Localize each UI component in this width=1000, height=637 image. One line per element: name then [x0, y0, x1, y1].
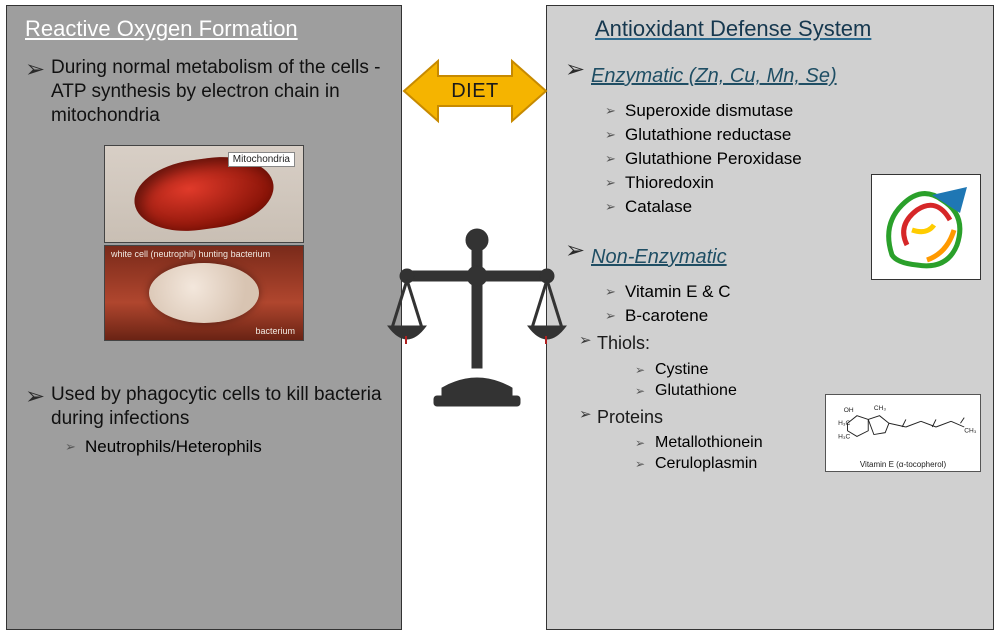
- left-bullet-1-text: During normal metabolism of the cells -A…: [51, 56, 383, 127]
- chevron-icon: ➢: [605, 308, 625, 324]
- chevron-icon: ➢: [635, 363, 655, 377]
- antioxidant-defense-panel: Antioxidant Defense System ➢ Enzymatic (…: [546, 5, 994, 630]
- chem-caption: Vitamin E (α-tocopherol): [826, 460, 980, 469]
- right-panel-title: Antioxidant Defense System: [595, 16, 975, 42]
- diet-label: DIET: [451, 80, 499, 103]
- enzymatic-item: ➢Superoxide dismutase: [605, 101, 975, 121]
- chemical-structure-icon: OH H₃C H₃C CH₃ CH₃: [826, 395, 982, 459]
- chevron-icon: ➢: [605, 199, 625, 215]
- left-bullet-2-text: Used by phagocytic cells to kill bacteri…: [51, 383, 383, 431]
- diet-double-arrow: DIET: [402, 56, 548, 126]
- enzymatic-item-text: Glutathione Peroxidase: [625, 149, 802, 169]
- thiols-heading-row: ➢ Thiols:: [579, 332, 975, 355]
- chevron-icon: ➢: [605, 175, 625, 191]
- left-sub-bullet-1-text: Neutrophils/Heterophils: [85, 437, 262, 457]
- enzymatic-item-text: Catalase: [625, 197, 692, 217]
- thiols-item-text: Glutathione: [655, 382, 737, 400]
- nonenz-item: ➢B-carotene: [605, 306, 975, 326]
- enzymatic-item: ➢Glutathione reductase: [605, 125, 975, 145]
- balance-scale-icon: [382, 218, 572, 418]
- left-bullet-2: ➢ Used by phagocytic cells to kill bacte…: [25, 383, 383, 431]
- chevron-icon: ➢: [25, 385, 51, 409]
- protein-structure-image: [871, 174, 981, 280]
- enzymatic-heading: Enzymatic (Zn, Cu, Mn, Se): [591, 64, 837, 89]
- thiols-item-text: Cystine: [655, 361, 708, 379]
- left-sub-bullet-1: ➢ Neutrophils/Heterophils: [65, 437, 383, 457]
- chevron-icon: ➢: [579, 406, 597, 425]
- chevron-icon: ➢: [635, 384, 655, 398]
- enzymatic-item-text: Glutathione reductase: [625, 125, 791, 145]
- enzymatic-item-text: Thioredoxin: [625, 173, 714, 193]
- chevron-icon: ➢: [25, 58, 51, 82]
- left-bullet-1: ➢ During normal metabolism of the cells …: [25, 56, 383, 127]
- proteins-item-text: Ceruloplasmin: [655, 455, 757, 473]
- chevron-icon: ➢: [605, 151, 625, 167]
- nonenz-item-text: Vitamin E & C: [625, 282, 731, 302]
- chevron-icon: ➢: [605, 284, 625, 300]
- svg-text:H₃C: H₃C: [838, 420, 850, 427]
- bacterium-label: bacterium: [255, 326, 295, 336]
- nonenz-item: ➢Vitamin E & C: [605, 282, 975, 302]
- left-panel-title: Reactive Oxygen Formation: [25, 16, 383, 42]
- chevron-icon: ➢: [635, 436, 655, 450]
- enzymatic-item-text: Superoxide dismutase: [625, 101, 793, 121]
- vitamin-e-structure-image: OH H₃C H₃C CH₃ CH₃ Vitamin E (α-tocopher…: [825, 394, 981, 472]
- thiols-item: ➢Cystine: [635, 361, 975, 379]
- chevron-icon: ➢: [605, 103, 625, 119]
- mitochondria-image: Mitochondria: [104, 145, 304, 243]
- balance-scale: [382, 218, 572, 418]
- neutrophil-label: white cell (neutrophil) hunting bacteriu…: [111, 249, 270, 259]
- chevron-icon: ➢: [635, 457, 655, 471]
- svg-text:CH₃: CH₃: [874, 405, 887, 412]
- enzymatic-item: ➢Glutathione Peroxidase: [605, 149, 975, 169]
- nonenzymatic-heading: Non-Enzymatic: [591, 245, 727, 270]
- proteins-heading: Proteins: [597, 406, 663, 429]
- svg-text:OH: OH: [844, 407, 854, 414]
- mitochondria-label: Mitochondria: [228, 152, 295, 167]
- chevron-icon: ➢: [65, 439, 85, 455]
- proteins-item-text: Metallothionein: [655, 434, 763, 452]
- thiols-heading: Thiols:: [597, 332, 650, 355]
- reactive-oxygen-panel: Reactive Oxygen Formation ➢ During norma…: [6, 5, 402, 630]
- chevron-icon: ➢: [565, 58, 591, 82]
- svg-text:CH₃: CH₃: [964, 428, 977, 435]
- chevron-icon: ➢: [579, 332, 597, 351]
- svg-text:H₃C: H₃C: [838, 433, 850, 440]
- protein-ribbon-icon: [872, 175, 982, 281]
- enzymatic-heading-row: ➢ Enzymatic (Zn, Cu, Mn, Se): [565, 56, 975, 95]
- nonenz-item-text: B-carotene: [625, 306, 708, 326]
- neutrophil-image: white cell (neutrophil) hunting bacteriu…: [104, 245, 304, 341]
- chevron-icon: ➢: [605, 127, 625, 143]
- neutrophil-cell: [149, 263, 259, 323]
